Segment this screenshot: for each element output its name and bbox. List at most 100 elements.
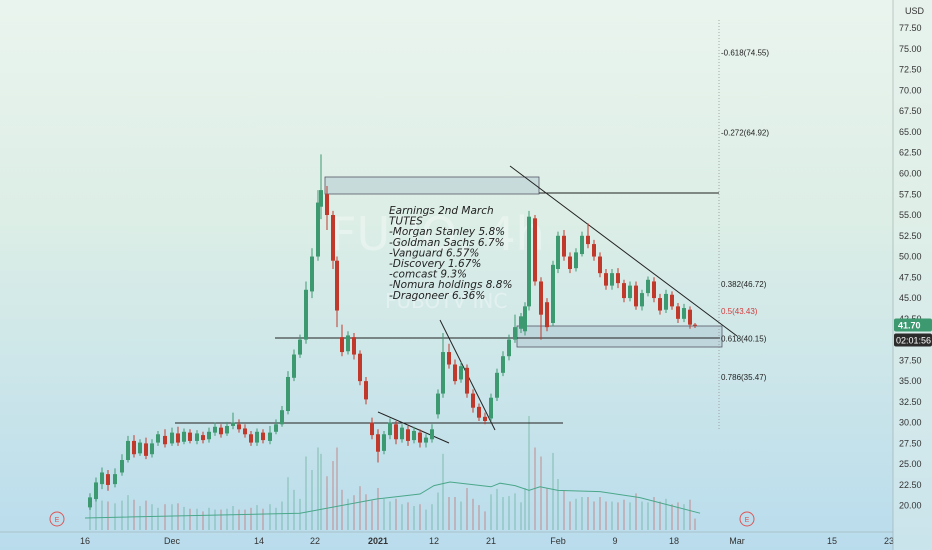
candle[interactable] bbox=[292, 349, 296, 382]
candle[interactable] bbox=[237, 419, 241, 433]
candle[interactable] bbox=[150, 439, 154, 458]
candle[interactable] bbox=[106, 469, 110, 491]
event-markers[interactable]: E E bbox=[49, 511, 755, 527]
candle[interactable] bbox=[156, 430, 160, 446]
candle[interactable] bbox=[628, 281, 632, 302]
candle[interactable] bbox=[658, 293, 662, 315]
candle[interactable] bbox=[163, 429, 167, 448]
candle[interactable] bbox=[243, 424, 247, 438]
candle[interactable] bbox=[562, 229, 566, 261]
candle[interactable] bbox=[447, 343, 451, 369]
candle[interactable] bbox=[441, 332, 445, 398]
candle[interactable] bbox=[622, 279, 626, 303]
candle[interactable] bbox=[406, 425, 410, 446]
candle[interactable] bbox=[400, 424, 404, 443]
candle[interactable] bbox=[364, 376, 368, 405]
candle[interactable] bbox=[424, 434, 428, 448]
candle[interactable] bbox=[489, 393, 493, 421]
candle[interactable] bbox=[483, 412, 487, 425]
upcoming-earnings-icon[interactable] bbox=[739, 511, 755, 527]
candle[interactable] bbox=[430, 424, 434, 443]
candle[interactable] bbox=[545, 298, 549, 332]
candle[interactable] bbox=[376, 429, 380, 463]
candle[interactable] bbox=[138, 439, 142, 456]
candle[interactable] bbox=[664, 289, 668, 314]
candle[interactable] bbox=[523, 302, 527, 336]
candle[interactable] bbox=[298, 334, 302, 358]
earnings-event-icon[interactable] bbox=[49, 511, 65, 527]
candle[interactable] bbox=[325, 185, 329, 230]
candle[interactable] bbox=[382, 430, 386, 455]
candle[interactable] bbox=[501, 351, 505, 377]
candle[interactable] bbox=[182, 428, 186, 445]
candle[interactable] bbox=[120, 454, 124, 476]
candle[interactable] bbox=[201, 431, 205, 444]
candle[interactable] bbox=[580, 231, 584, 257]
candle[interactable] bbox=[682, 303, 686, 323]
candle[interactable] bbox=[634, 281, 638, 310]
candle[interactable] bbox=[249, 430, 253, 446]
candle[interactable] bbox=[507, 334, 511, 361]
candle[interactable] bbox=[459, 362, 463, 383]
candle[interactable] bbox=[527, 210, 531, 311]
candle[interactable] bbox=[556, 231, 560, 274]
support-box[interactable] bbox=[516, 325, 723, 348]
candle[interactable] bbox=[370, 417, 374, 440]
candle[interactable] bbox=[340, 324, 344, 357]
candle[interactable] bbox=[286, 371, 290, 415]
candle[interactable] bbox=[213, 422, 217, 436]
downtrend-line-feb[interactable] bbox=[509, 165, 738, 337]
candle[interactable] bbox=[418, 429, 422, 448]
candle[interactable] bbox=[170, 427, 174, 446]
candles[interactable] bbox=[88, 154, 697, 510]
resistance-box[interactable] bbox=[324, 176, 540, 195]
candle[interactable] bbox=[688, 306, 692, 329]
candle[interactable] bbox=[274, 419, 278, 435]
candle[interactable] bbox=[574, 248, 578, 272]
candle[interactable] bbox=[568, 252, 572, 274]
candle[interactable] bbox=[316, 190, 320, 261]
candle[interactable] bbox=[280, 406, 284, 427]
candle[interactable] bbox=[331, 210, 335, 269]
candle[interactable] bbox=[533, 215, 537, 286]
candle[interactable] bbox=[268, 425, 272, 445]
candle[interactable] bbox=[551, 260, 555, 327]
candle[interactable] bbox=[640, 289, 644, 311]
candle[interactable] bbox=[676, 303, 680, 323]
candle[interactable] bbox=[319, 154, 323, 220]
time-axis[interactable]: 16 Dec 14 22 2021 12 21 Feb 9 18 Mar 15 23 bbox=[0, 531, 894, 546]
candle[interactable] bbox=[477, 403, 481, 421]
candle[interactable] bbox=[207, 427, 211, 443]
candle[interactable] bbox=[513, 314, 517, 343]
candle[interactable] bbox=[652, 277, 656, 303]
candle[interactable] bbox=[388, 418, 392, 440]
candle[interactable] bbox=[304, 281, 308, 344]
candle[interactable] bbox=[113, 468, 117, 488]
candle[interactable] bbox=[255, 428, 259, 446]
candle[interactable] bbox=[471, 389, 475, 413]
candle[interactable] bbox=[412, 426, 416, 444]
candle[interactable] bbox=[604, 269, 608, 290]
candle[interactable] bbox=[126, 435, 130, 463]
candle[interactable] bbox=[358, 350, 362, 386]
candle[interactable] bbox=[646, 276, 650, 297]
candle[interactable] bbox=[436, 389, 440, 419]
candle[interactable] bbox=[176, 426, 180, 446]
candle[interactable] bbox=[670, 291, 674, 310]
candle[interactable] bbox=[261, 429, 265, 444]
candle[interactable] bbox=[519, 313, 523, 333]
candle[interactable] bbox=[453, 359, 457, 385]
candle[interactable] bbox=[616, 268, 620, 289]
candle[interactable] bbox=[610, 269, 614, 290]
candle[interactable] bbox=[495, 368, 499, 402]
candle[interactable] bbox=[346, 331, 350, 355]
candle[interactable] bbox=[219, 424, 223, 438]
candle[interactable] bbox=[100, 467, 104, 490]
candle[interactable] bbox=[465, 364, 469, 398]
candle[interactable] bbox=[693, 322, 697, 328]
price-axis[interactable]: USD 20.00 22.50 25.00 27.50 30.00 32.50 35.00 3… bbox=[892, 0, 932, 550]
candle[interactable] bbox=[144, 437, 148, 460]
candle[interactable] bbox=[598, 252, 602, 278]
